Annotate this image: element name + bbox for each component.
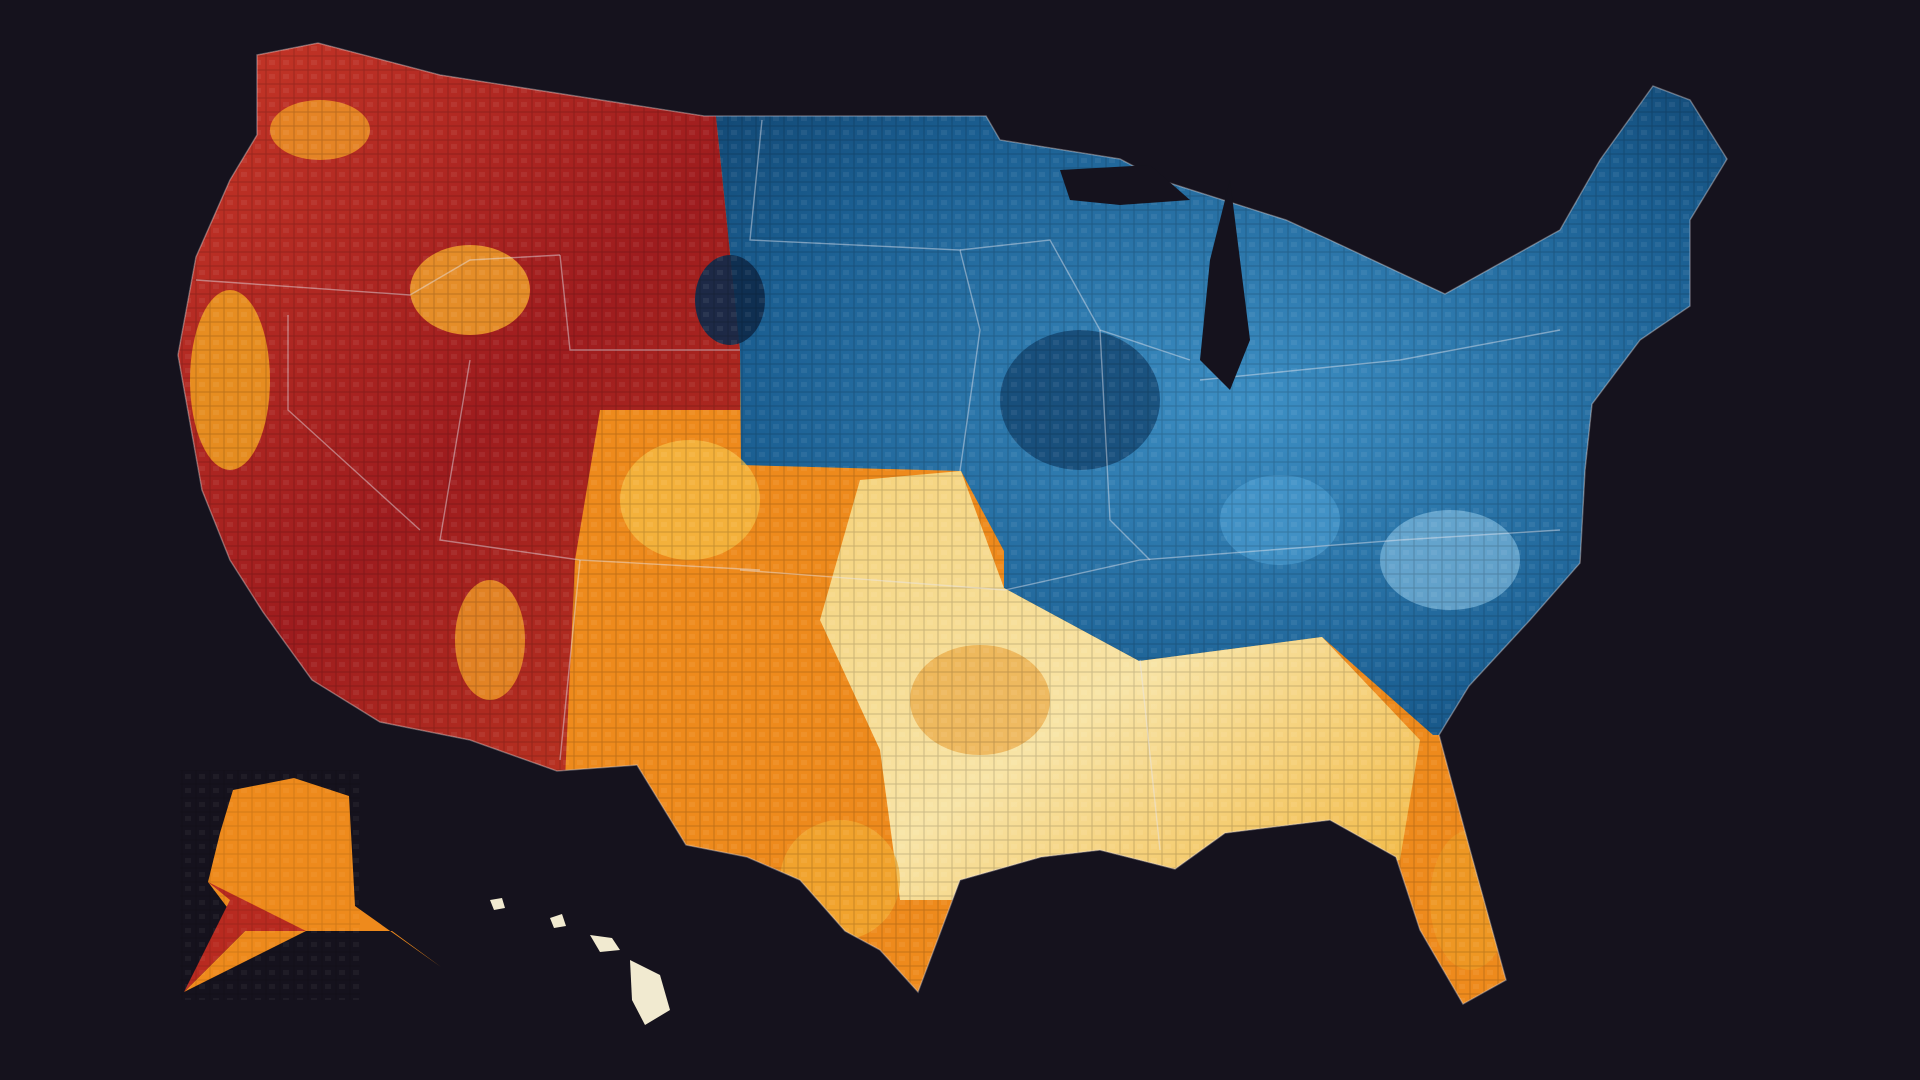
state-border bbox=[1139, 659, 1161, 851]
island bbox=[630, 960, 670, 1025]
state-border bbox=[439, 359, 761, 571]
state-border bbox=[1004, 529, 1561, 591]
lake-michigan bbox=[1200, 180, 1250, 390]
state-border bbox=[287, 315, 421, 531]
state-borders bbox=[195, 119, 1561, 851]
lake-superior bbox=[1060, 165, 1190, 205]
state-border bbox=[1099, 329, 1151, 561]
state-border bbox=[559, 559, 581, 761]
hawaii bbox=[490, 898, 670, 1025]
island bbox=[590, 935, 620, 952]
island bbox=[490, 898, 505, 910]
state-border bbox=[1199, 329, 1561, 381]
alaska-texture bbox=[180, 770, 360, 1000]
state-border bbox=[559, 254, 740, 351]
state-border bbox=[749, 119, 981, 472]
state-border bbox=[959, 239, 1191, 361]
alaska bbox=[180, 770, 441, 1000]
island bbox=[550, 914, 566, 928]
state-border bbox=[195, 254, 561, 296]
us-outline bbox=[177, 42, 1728, 1006]
state-border bbox=[739, 569, 1006, 591]
